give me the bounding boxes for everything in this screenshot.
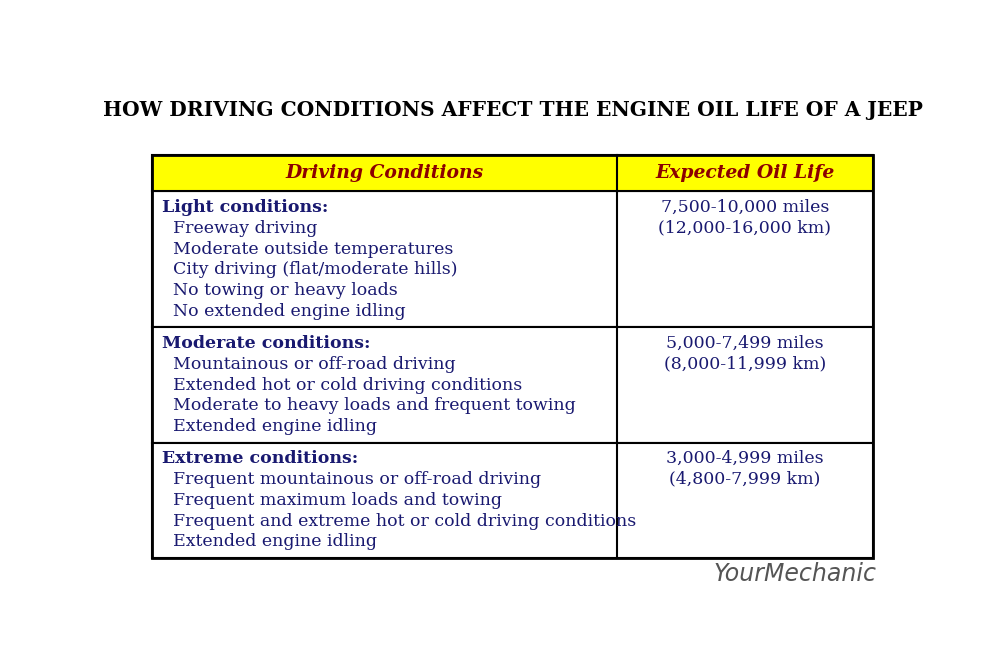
Text: (8,000-11,999 km): (8,000-11,999 km) <box>664 356 826 373</box>
Text: Frequent maximum loads and towing: Frequent maximum loads and towing <box>162 492 502 509</box>
Bar <box>152 327 873 443</box>
Text: Frequent mountainous or off-road driving: Frequent mountainous or off-road driving <box>162 471 541 488</box>
Text: No towing or heavy loads: No towing or heavy loads <box>162 282 398 299</box>
Text: (12,000-16,000 km): (12,000-16,000 km) <box>658 219 831 237</box>
Text: Light conditions:: Light conditions: <box>162 199 329 215</box>
Text: Freeway driving: Freeway driving <box>162 219 318 237</box>
Text: Moderate conditions:: Moderate conditions: <box>162 335 371 352</box>
Text: Extended hot or cold driving conditions: Extended hot or cold driving conditions <box>162 377 522 394</box>
Bar <box>152 155 873 191</box>
Text: Expected Oil Life: Expected Oil Life <box>655 164 835 182</box>
Text: 3,000-4,999 miles: 3,000-4,999 miles <box>666 450 824 467</box>
Text: HOW DRIVING CONDITIONS AFFECT THE ENGINE OIL LIFE OF A JEEP: HOW DRIVING CONDITIONS AFFECT THE ENGINE… <box>103 100 922 120</box>
Text: City driving (flat/moderate hills): City driving (flat/moderate hills) <box>162 261 458 278</box>
Text: Driving Conditions: Driving Conditions <box>286 164 484 182</box>
Text: Frequent and extreme hot or cold driving conditions: Frequent and extreme hot or cold driving… <box>162 512 636 530</box>
Bar <box>152 191 873 327</box>
Text: Extended engine idling: Extended engine idling <box>162 418 377 436</box>
Text: Mountainous or off-road driving: Mountainous or off-road driving <box>162 356 456 373</box>
Text: YourMechanic: YourMechanic <box>714 562 877 586</box>
Text: 5,000-7,499 miles: 5,000-7,499 miles <box>666 335 824 352</box>
Text: Moderate outside temperatures: Moderate outside temperatures <box>162 241 454 257</box>
Text: 7,500-10,000 miles: 7,500-10,000 miles <box>661 199 829 215</box>
Text: (4,800-7,999 km): (4,800-7,999 km) <box>669 471 821 488</box>
Bar <box>152 155 873 558</box>
Text: No extended engine idling: No extended engine idling <box>162 303 406 320</box>
Text: Moderate to heavy loads and frequent towing: Moderate to heavy loads and frequent tow… <box>162 398 576 414</box>
Bar <box>152 443 873 558</box>
Text: Extended engine idling: Extended engine idling <box>162 534 377 550</box>
Text: Extreme conditions:: Extreme conditions: <box>162 450 358 467</box>
